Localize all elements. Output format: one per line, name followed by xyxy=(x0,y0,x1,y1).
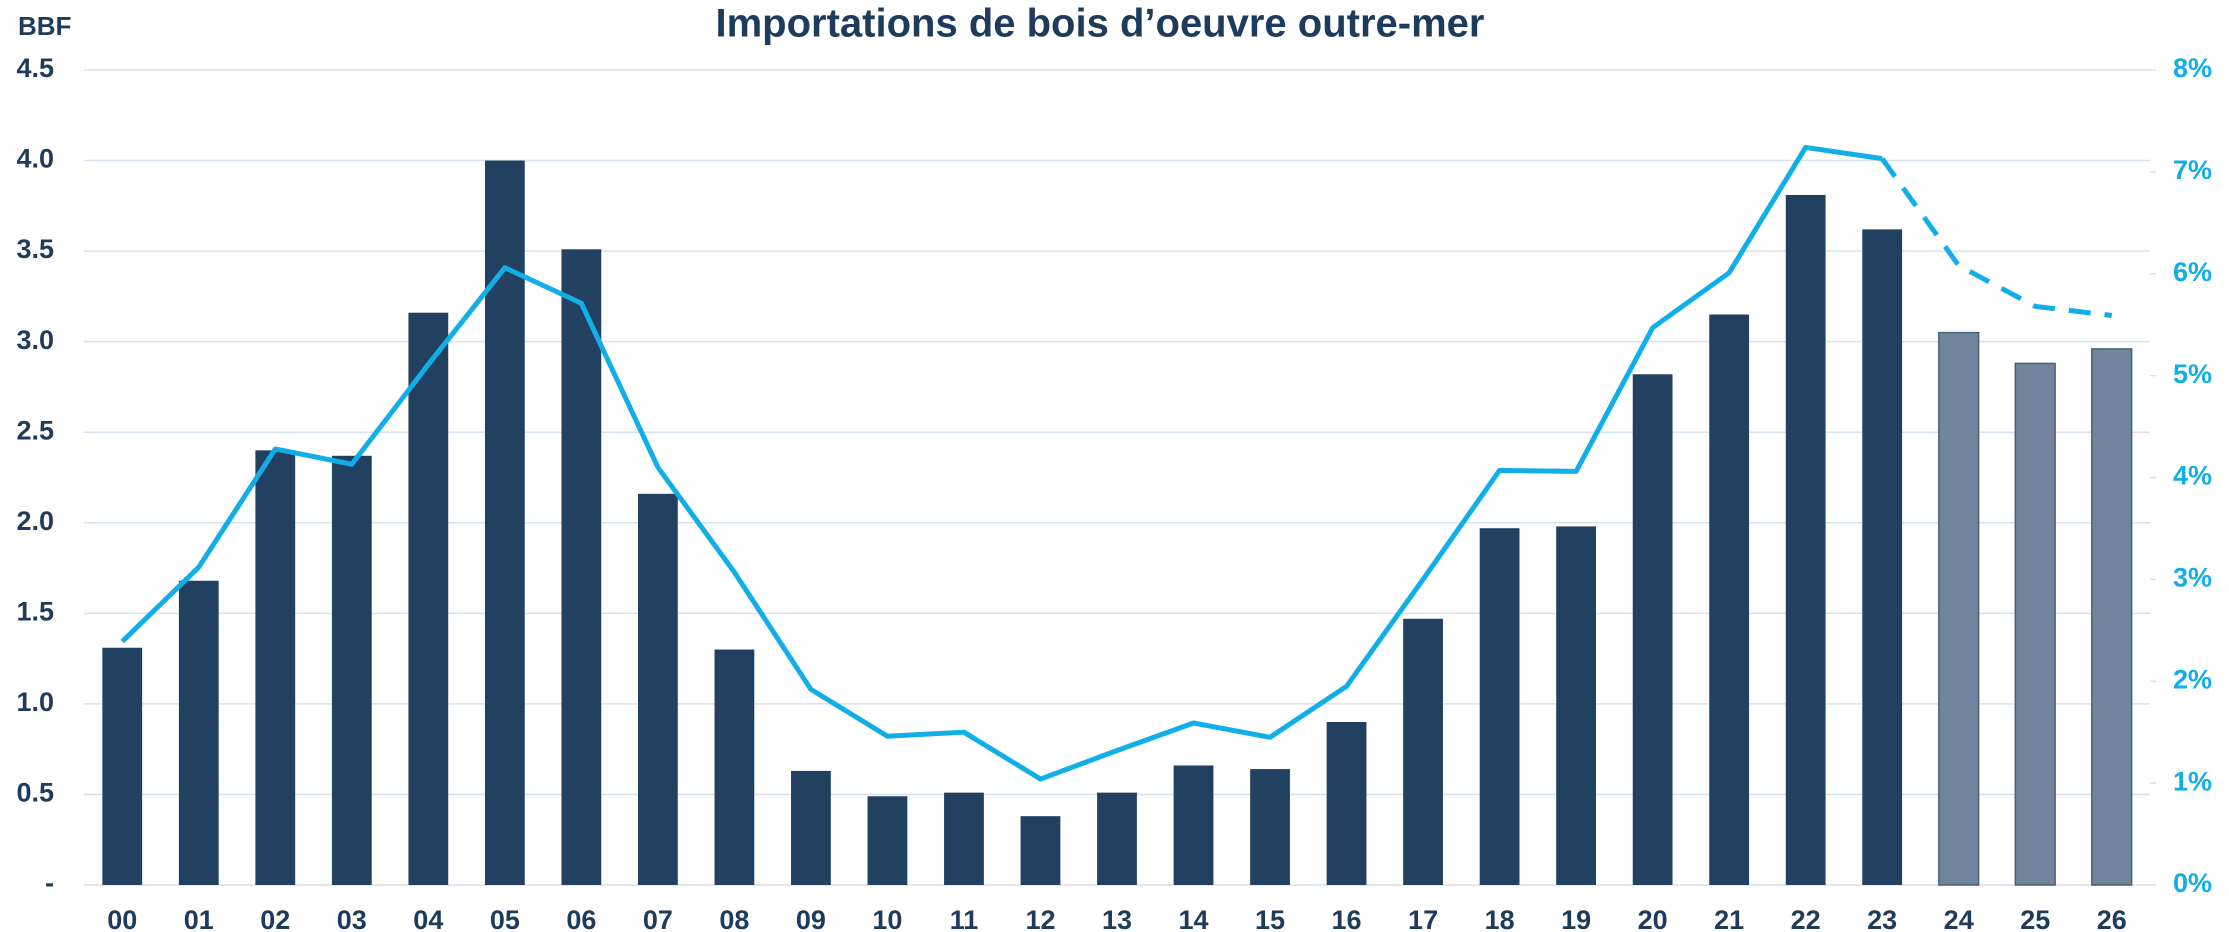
x-tick-label: 13 xyxy=(1102,905,1132,932)
bar xyxy=(1403,618,1443,885)
y2-tick-label: 0% xyxy=(2173,868,2212,898)
x-tick-label: 26 xyxy=(2097,905,2127,932)
bar xyxy=(102,647,143,885)
bar xyxy=(255,450,296,885)
y-tick-label: 3.0 xyxy=(16,325,54,355)
x-tick-label: 04 xyxy=(413,905,443,932)
x-tick-label: 12 xyxy=(1025,905,1055,932)
x-tick-label: 06 xyxy=(566,905,596,932)
x-tick-label: 21 xyxy=(1714,905,1744,932)
y-tick-label: 1.0 xyxy=(16,687,54,717)
bar xyxy=(1632,374,1673,885)
bar xyxy=(791,770,831,885)
y-tick-label: 4.0 xyxy=(16,144,54,174)
bar xyxy=(944,792,984,885)
x-tick-label: 16 xyxy=(1332,905,1362,932)
x-tick-label: 03 xyxy=(337,905,367,932)
bar xyxy=(1556,526,1597,885)
x-tick-label: 11 xyxy=(950,905,979,932)
x-tick-label: 17 xyxy=(1408,905,1438,932)
line-forecast xyxy=(1880,157,2113,319)
y-tick-label: 1.5 xyxy=(16,596,54,626)
x-tick-label: 18 xyxy=(1485,905,1515,932)
x-tick-label: 25 xyxy=(2020,905,2050,932)
x-tick-label: 09 xyxy=(796,905,826,932)
x-tick-label: 05 xyxy=(490,905,520,932)
bar xyxy=(178,580,219,885)
y-axis-label: BBF xyxy=(18,11,71,41)
x-tick-label: 22 xyxy=(1791,905,1821,932)
y-tick-label: 2.5 xyxy=(16,415,54,445)
x-tick-label: 08 xyxy=(719,905,749,932)
x-tick-label: 15 xyxy=(1255,905,1285,932)
x-tick-label: 00 xyxy=(107,905,137,932)
bar xyxy=(714,649,755,885)
bar xyxy=(561,249,602,886)
y-tick-label: 0.5 xyxy=(16,778,54,808)
y2-tick-label: 6% xyxy=(2173,257,2212,287)
chart-title: Importations de bois d’oeuvre outre-mer xyxy=(715,2,1484,46)
x-tick-label: 19 xyxy=(1561,905,1591,932)
y-tick-label: 4.5 xyxy=(16,53,54,83)
line xyxy=(120,144,1883,782)
x-tick-label: 10 xyxy=(872,905,902,932)
x-tick-label: 02 xyxy=(260,905,290,932)
bar xyxy=(1709,314,1750,885)
y-tick-label: 3.5 xyxy=(16,234,54,264)
y2-tick-label: 5% xyxy=(2173,359,2212,389)
bar xyxy=(1862,229,1903,885)
x-tick-label: 01 xyxy=(184,905,214,932)
x-tick-label: 23 xyxy=(1867,905,1897,932)
y-tick-label: - xyxy=(45,868,54,898)
y-tick-label: 2.0 xyxy=(16,506,54,536)
bar xyxy=(1479,528,1520,885)
bar xyxy=(637,493,678,885)
bar xyxy=(1785,194,1826,885)
bar xyxy=(1326,722,1367,885)
bar xyxy=(1020,816,1061,885)
y2-tick-label: 2% xyxy=(2173,664,2212,694)
bar xyxy=(2091,348,2133,886)
bar xyxy=(1938,331,1980,886)
y2-tick-label: 4% xyxy=(2173,461,2212,491)
y2-tick-label: 8% xyxy=(2173,53,2212,83)
bar xyxy=(2014,362,2056,886)
bar xyxy=(1173,765,1214,885)
bar xyxy=(1250,769,1290,885)
bar xyxy=(1097,792,1137,885)
x-tick-label: 24 xyxy=(1944,905,1974,932)
bar xyxy=(867,796,908,885)
y2-tick-label: 7% xyxy=(2173,155,2212,185)
x-tick-label: 20 xyxy=(1638,905,1668,932)
bar xyxy=(331,455,372,885)
bar xyxy=(408,312,449,885)
x-tick-label: 07 xyxy=(643,905,673,932)
x-tick-label: 14 xyxy=(1178,905,1208,932)
y2-tick-label: 3% xyxy=(2173,563,2212,593)
y2-tick-label: 1% xyxy=(2173,766,2212,796)
